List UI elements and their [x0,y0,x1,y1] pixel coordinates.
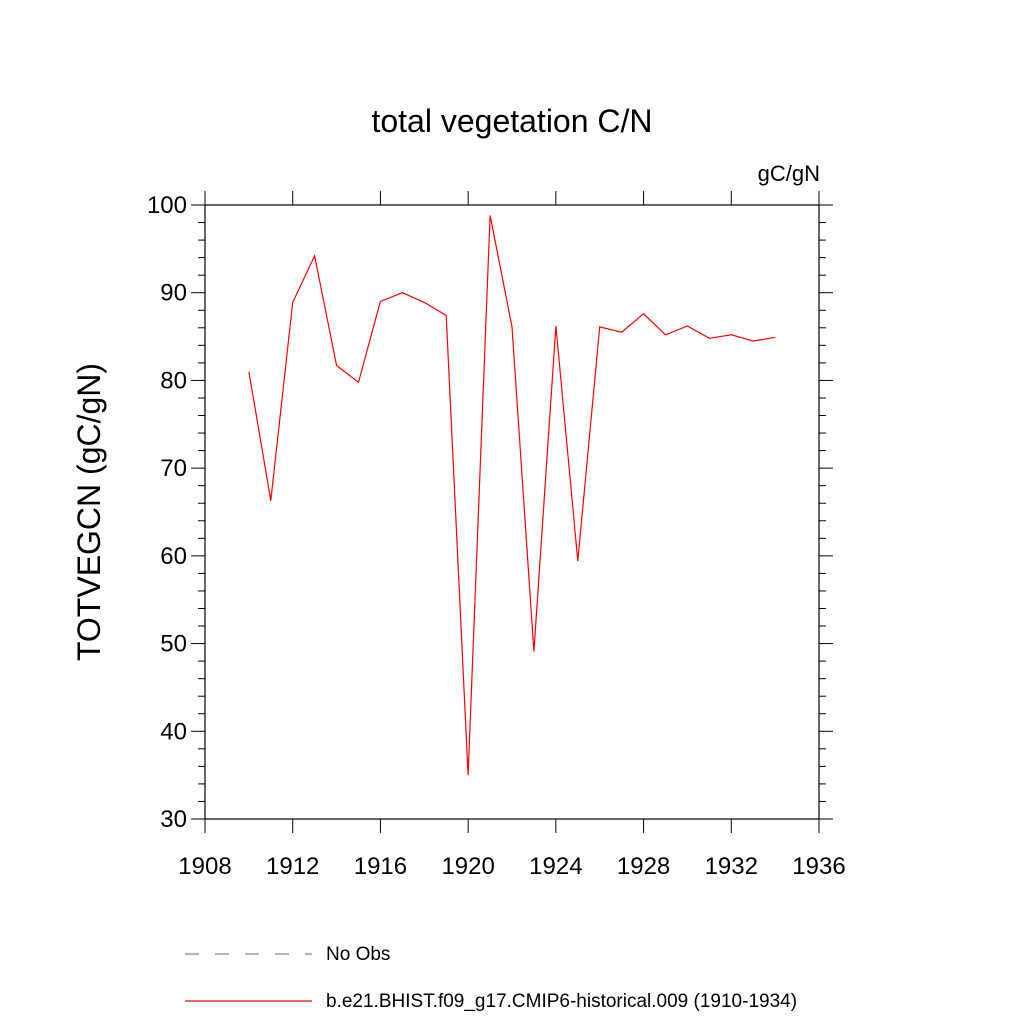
x-tick-label: 1936 [792,853,845,880]
y-tick-label: 40 [160,718,187,745]
y-axis-label: TOTVEGCN (gC/gN) [71,363,107,661]
legend-label-model: b.e21.BHIST.f09_g17.CMIP6-historical.009… [326,991,797,1012]
units-label: gC/gN [758,161,820,186]
y-tick-label: 50 [160,631,187,658]
chart-title: total vegetation C/N [371,103,652,139]
legend: No Obs b.e21.BHIST.f09_g17.CMIP6-histori… [185,944,797,1012]
x-tick-label: 1916 [354,853,407,880]
plot-frame [204,204,820,820]
x-axis: 1908 1912 1916 1920 1924 1928 1932 1936 [178,191,846,880]
y-tick-label: 30 [160,806,187,833]
x-tick-label: 1924 [529,853,582,880]
y-tick-label: 80 [160,367,187,394]
series-line-0 [248,215,776,776]
y-tick-label: 100 [147,192,187,219]
legend-label-no-obs: No Obs [326,944,390,965]
x-tick-label: 1908 [178,853,231,880]
x-tick-label: 1928 [617,853,670,880]
y-tick-label: 70 [160,455,187,482]
x-tick-label: 1912 [266,853,319,880]
y-axis: 30 40 50 60 70 80 90 100 [147,192,833,833]
x-tick-label: 1932 [705,853,758,880]
y-tick-label: 60 [160,543,187,570]
x-tick-label: 1920 [441,853,494,880]
series-layer [248,215,776,776]
y-tick-label: 90 [160,280,187,307]
